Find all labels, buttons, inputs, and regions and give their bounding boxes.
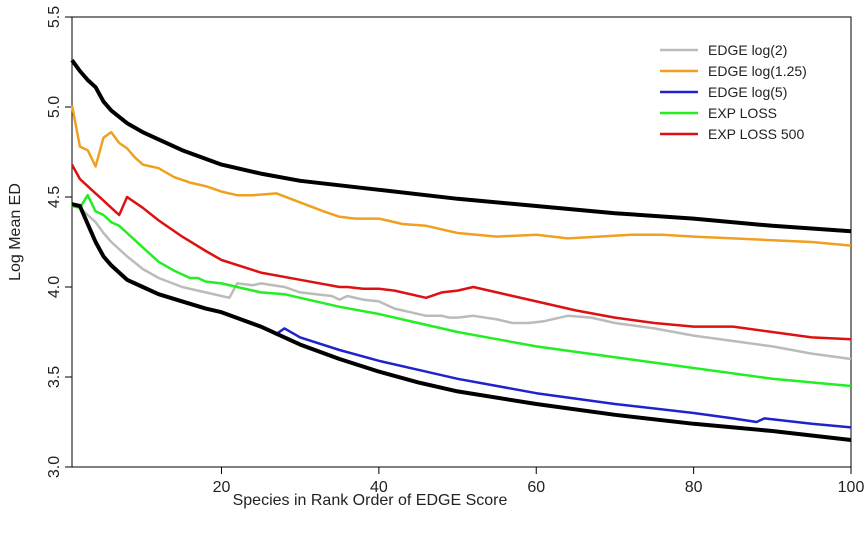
- series-line-0: [71, 203, 852, 361]
- series-line-4: [70, 163, 852, 341]
- legend-label: EDGE log(1.25): [708, 63, 807, 79]
- series-line-2: [275, 327, 852, 429]
- x-tick-label: 40: [370, 479, 388, 496]
- y-tick-label: 3.5: [46, 366, 63, 388]
- x-tick-label: 80: [685, 479, 703, 496]
- series-lines: [70, 59, 852, 442]
- envelope-line-0: [70, 59, 852, 234]
- legend-label: EXP LOSS: [708, 105, 777, 121]
- legend-label: EDGE log(5): [708, 84, 787, 100]
- series-line-3: [71, 193, 852, 388]
- series-line-1: [70, 104, 852, 247]
- y-tick-label: 5.5: [46, 6, 63, 28]
- legend-label: EDGE log(2): [708, 42, 787, 58]
- axes: 20 40 60 80 100 3.0 3.5 4.0 4.5 5.0 5.5: [46, 6, 864, 496]
- y-tick-label: 4.0: [46, 276, 63, 298]
- y-tick-label: 4.5: [46, 186, 63, 208]
- legend: EDGE log(2) EDGE log(1.25) EDGE log(5) EXP …: [660, 42, 807, 142]
- plot-frame: [71, 16, 852, 468]
- envelope-line-1: [71, 202, 852, 442]
- y-axis-label: Log Mean ED: [7, 183, 24, 281]
- legend-label: EXP LOSS 500: [708, 126, 804, 142]
- x-tick-label: 20: [213, 479, 231, 496]
- x-axis-label: Species in Rank Order of EDGE Score: [233, 492, 508, 509]
- y-tick-label: 5.0: [46, 96, 63, 118]
- x-tick-label: 60: [527, 479, 545, 496]
- y-tick-label: 3.0: [46, 456, 63, 478]
- x-tick-label: 100: [838, 479, 865, 496]
